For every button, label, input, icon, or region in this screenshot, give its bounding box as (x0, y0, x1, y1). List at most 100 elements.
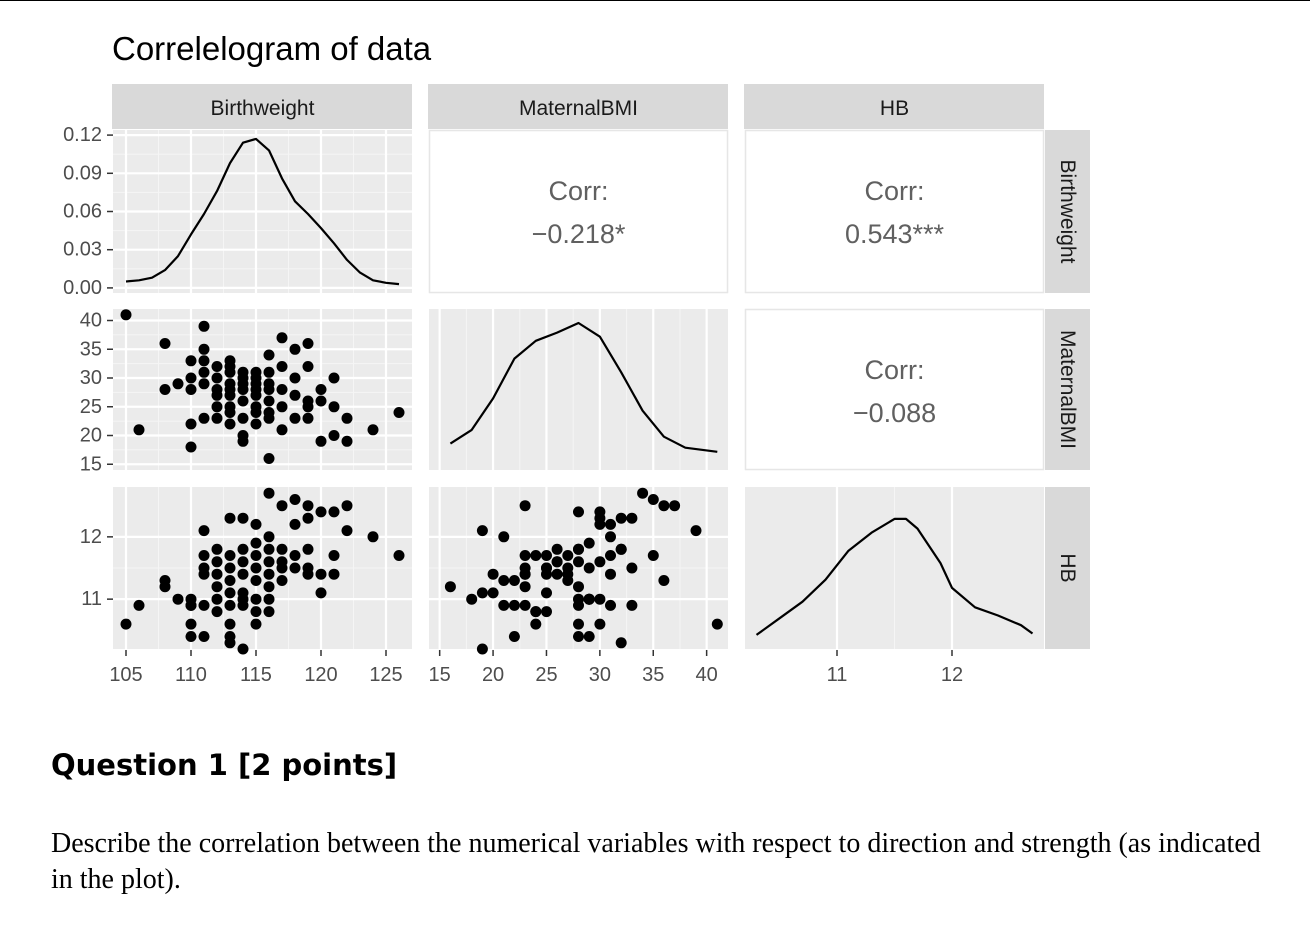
scatter-point (211, 412, 223, 424)
scatter-point (198, 412, 210, 424)
scatter-point (211, 606, 223, 618)
scatter-point (263, 556, 275, 568)
scatter-point (172, 378, 184, 390)
y-tick-label: 35 (80, 338, 102, 360)
scatter-point (276, 500, 288, 512)
scatter-point (669, 500, 681, 512)
scatter-point (276, 361, 288, 372)
scatter-point (224, 587, 236, 599)
scatter-point (573, 593, 584, 605)
scatter-point (302, 401, 314, 413)
scatter-point (530, 606, 542, 618)
scatter-point (328, 550, 340, 561)
scatter-point (615, 543, 627, 555)
scatter-point (211, 568, 223, 580)
x-tick-label: 20 (482, 664, 504, 686)
scatter-point (289, 550, 301, 561)
y-tick-label: 40 (80, 310, 102, 332)
scatter-point (647, 494, 659, 505)
row-strip-label: MaternalBMI (1056, 330, 1079, 449)
scatter-point (393, 407, 405, 418)
scatter-point (315, 384, 327, 395)
scatter-point (211, 581, 223, 593)
scatter-point (263, 453, 275, 464)
scatter-point (211, 401, 223, 413)
scatter-point (237, 512, 249, 524)
scatter-point (237, 378, 249, 390)
scatter-point (626, 562, 638, 574)
scatter-point (573, 618, 584, 630)
scatter-point (519, 550, 531, 561)
x-tick-label: 125 (369, 664, 402, 686)
scatter-point (276, 543, 288, 555)
scatter-point (289, 562, 301, 574)
scatter-point (211, 372, 223, 384)
scatter-point (185, 372, 197, 384)
correlation-value: −0.088 (853, 398, 936, 428)
scatter-point (594, 593, 606, 605)
scatter-point (185, 384, 197, 395)
scatter-point (444, 581, 456, 593)
scatter-point (120, 618, 132, 630)
column-strip-label: Birthweight (211, 97, 315, 120)
scatter-point (530, 550, 542, 561)
scatter-point (198, 568, 210, 580)
density-curve-birthweight (125, 137, 400, 286)
scatter-point (302, 543, 314, 555)
scatter-point (263, 531, 275, 543)
scatter-point (289, 412, 301, 424)
y-tick-label: 0.06 (63, 201, 102, 223)
row-strip-maternalbmi (1045, 309, 1090, 470)
scatter-point (530, 618, 542, 630)
scatter-point (250, 372, 262, 384)
scatter-point (263, 568, 275, 580)
scatter-point (519, 500, 531, 512)
x-tick-label: 40 (696, 664, 718, 686)
correlogram-chart: Correlelogram of data Birthweight Maternal… (63, 30, 1090, 686)
scatter-point (250, 407, 262, 418)
scatter-point (562, 575, 574, 586)
scatter-point (133, 424, 145, 436)
scatter-point (224, 637, 236, 649)
scatter-point (562, 562, 574, 574)
scatter-point (626, 599, 638, 611)
scatter-point (583, 631, 595, 642)
y-tick-label: 0.09 (63, 162, 102, 184)
scatter-point (198, 631, 210, 642)
x-tick-label: 120 (304, 664, 337, 686)
correlation-label: Corr: (865, 176, 925, 206)
scatter-point (541, 587, 552, 599)
scatter-point (341, 525, 353, 537)
scatter-point (541, 568, 552, 580)
x-tick-label: 25 (535, 664, 557, 686)
scatter-point (237, 556, 249, 568)
scatter-point (315, 395, 327, 407)
scatter-point (120, 309, 132, 321)
row-strip-birthweight (1045, 130, 1090, 293)
scatter-point (211, 556, 223, 568)
scatter-point (605, 518, 616, 530)
scatter-point (647, 550, 659, 561)
scatter-point (237, 568, 249, 580)
scatter-point (276, 401, 288, 413)
scatter-point (551, 543, 563, 555)
x-tick-label: 110 (175, 664, 207, 686)
scatter-point (626, 512, 638, 524)
scatter-point (198, 550, 210, 561)
scatter-point (637, 487, 649, 499)
scatter-point (289, 389, 301, 401)
scatter-point (341, 500, 353, 512)
scatter-point (263, 407, 275, 418)
scatter-point (594, 506, 606, 518)
scatter-point (263, 487, 275, 499)
scatter-point (224, 550, 236, 561)
scatter-point (605, 550, 616, 561)
scatter-point (224, 418, 236, 430)
y-tick-label: 15 (80, 453, 102, 475)
scatter-point (263, 606, 275, 618)
scatter-point (328, 372, 340, 384)
scatter-point (133, 599, 145, 611)
scatter-point (198, 343, 210, 355)
scatter-point (341, 412, 353, 424)
scatter-point (466, 593, 478, 605)
